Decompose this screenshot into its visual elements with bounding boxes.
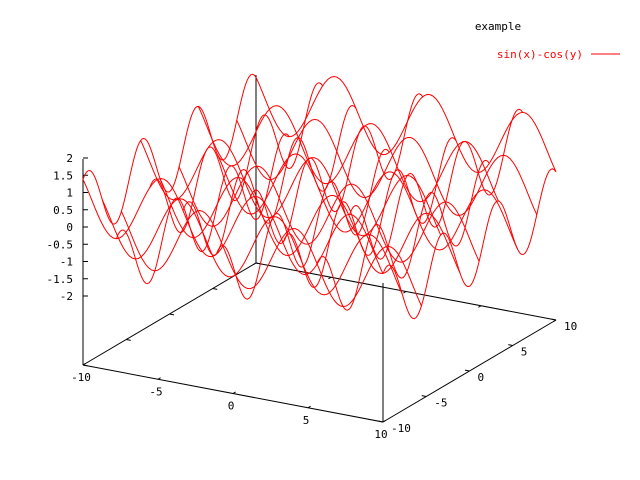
x-tick	[382, 420, 386, 423]
x-tick-label: 10	[374, 428, 387, 441]
y-tick-mirror	[126, 339, 131, 341]
z-tick-label: -0.5	[47, 238, 74, 251]
surface-isoline-x	[149, 82, 324, 234]
axes: -10 -5 0 5 10 -10 -5 0 5 10 -2 -1.5 -1 -0.5 0 0.5 1 1.5 2	[47, 75, 577, 441]
y-tick-label: -5	[434, 397, 447, 410]
surface-isoline-x	[282, 137, 457, 289]
x-tick-label: -10	[71, 371, 91, 384]
x-tick-label: 5	[303, 414, 310, 427]
surface-isoline-x	[349, 108, 524, 260]
surface-isoline-x	[215, 148, 390, 300]
y-tick	[464, 369, 470, 372]
surface-isoline-x	[382, 168, 557, 320]
x-tick	[307, 405, 311, 409]
x-tick-label: -5	[149, 385, 162, 398]
y-tick-label: -10	[391, 422, 411, 435]
z-tick-label: 1	[66, 187, 73, 200]
y-tick-label: 5	[521, 346, 528, 359]
surface-isoline-y	[236, 118, 538, 217]
legend-label: sin(x)-cos(y)	[497, 48, 583, 61]
surface-isoline-y	[217, 153, 519, 251]
y-tick-mirror	[169, 313, 175, 316]
surface-isoline-x	[315, 159, 490, 311]
x-tick	[232, 391, 236, 394]
x-tick-mirror	[253, 262, 257, 265]
z-tick-label: 2	[66, 152, 73, 165]
z-tick-label: -1	[60, 256, 73, 269]
chart-title: example	[475, 20, 521, 33]
y-tick-label: 0	[478, 371, 485, 384]
surface-mesh	[82, 73, 557, 320]
x-tick	[157, 377, 161, 380]
surface-isoline-x	[249, 93, 424, 245]
z-tick-label: 0	[66, 221, 73, 234]
x-tick-label: 0	[228, 400, 235, 413]
y-tick	[421, 395, 427, 397]
z-tick-label: 0.5	[53, 204, 73, 217]
surface-isoline-x	[82, 73, 257, 225]
x-tick-mirror	[478, 305, 482, 308]
y-tick-mirror	[255, 262, 261, 265]
y-tick-label: 10	[564, 320, 577, 333]
y-tick-mirror	[212, 288, 218, 290]
surface-isoline-y	[197, 105, 499, 203]
y-tick	[508, 344, 513, 346]
x-tick-mirror	[328, 276, 332, 280]
z-tick-label: -2	[60, 290, 73, 303]
z-tick-label: 1.5	[53, 169, 73, 182]
x-tick-mirror	[403, 291, 407, 294]
surface-isoline-y	[140, 139, 442, 237]
z-tick-label: -1.5	[47, 273, 74, 286]
y-tick	[551, 318, 557, 321]
surface-isoline-x	[115, 133, 290, 285]
surface-isoline-y	[101, 198, 403, 296]
surface-isoline-y	[159, 176, 461, 275]
y-tick-mirror	[82, 364, 88, 367]
surface-isoline-y	[82, 177, 384, 276]
y-tick	[378, 420, 384, 423]
